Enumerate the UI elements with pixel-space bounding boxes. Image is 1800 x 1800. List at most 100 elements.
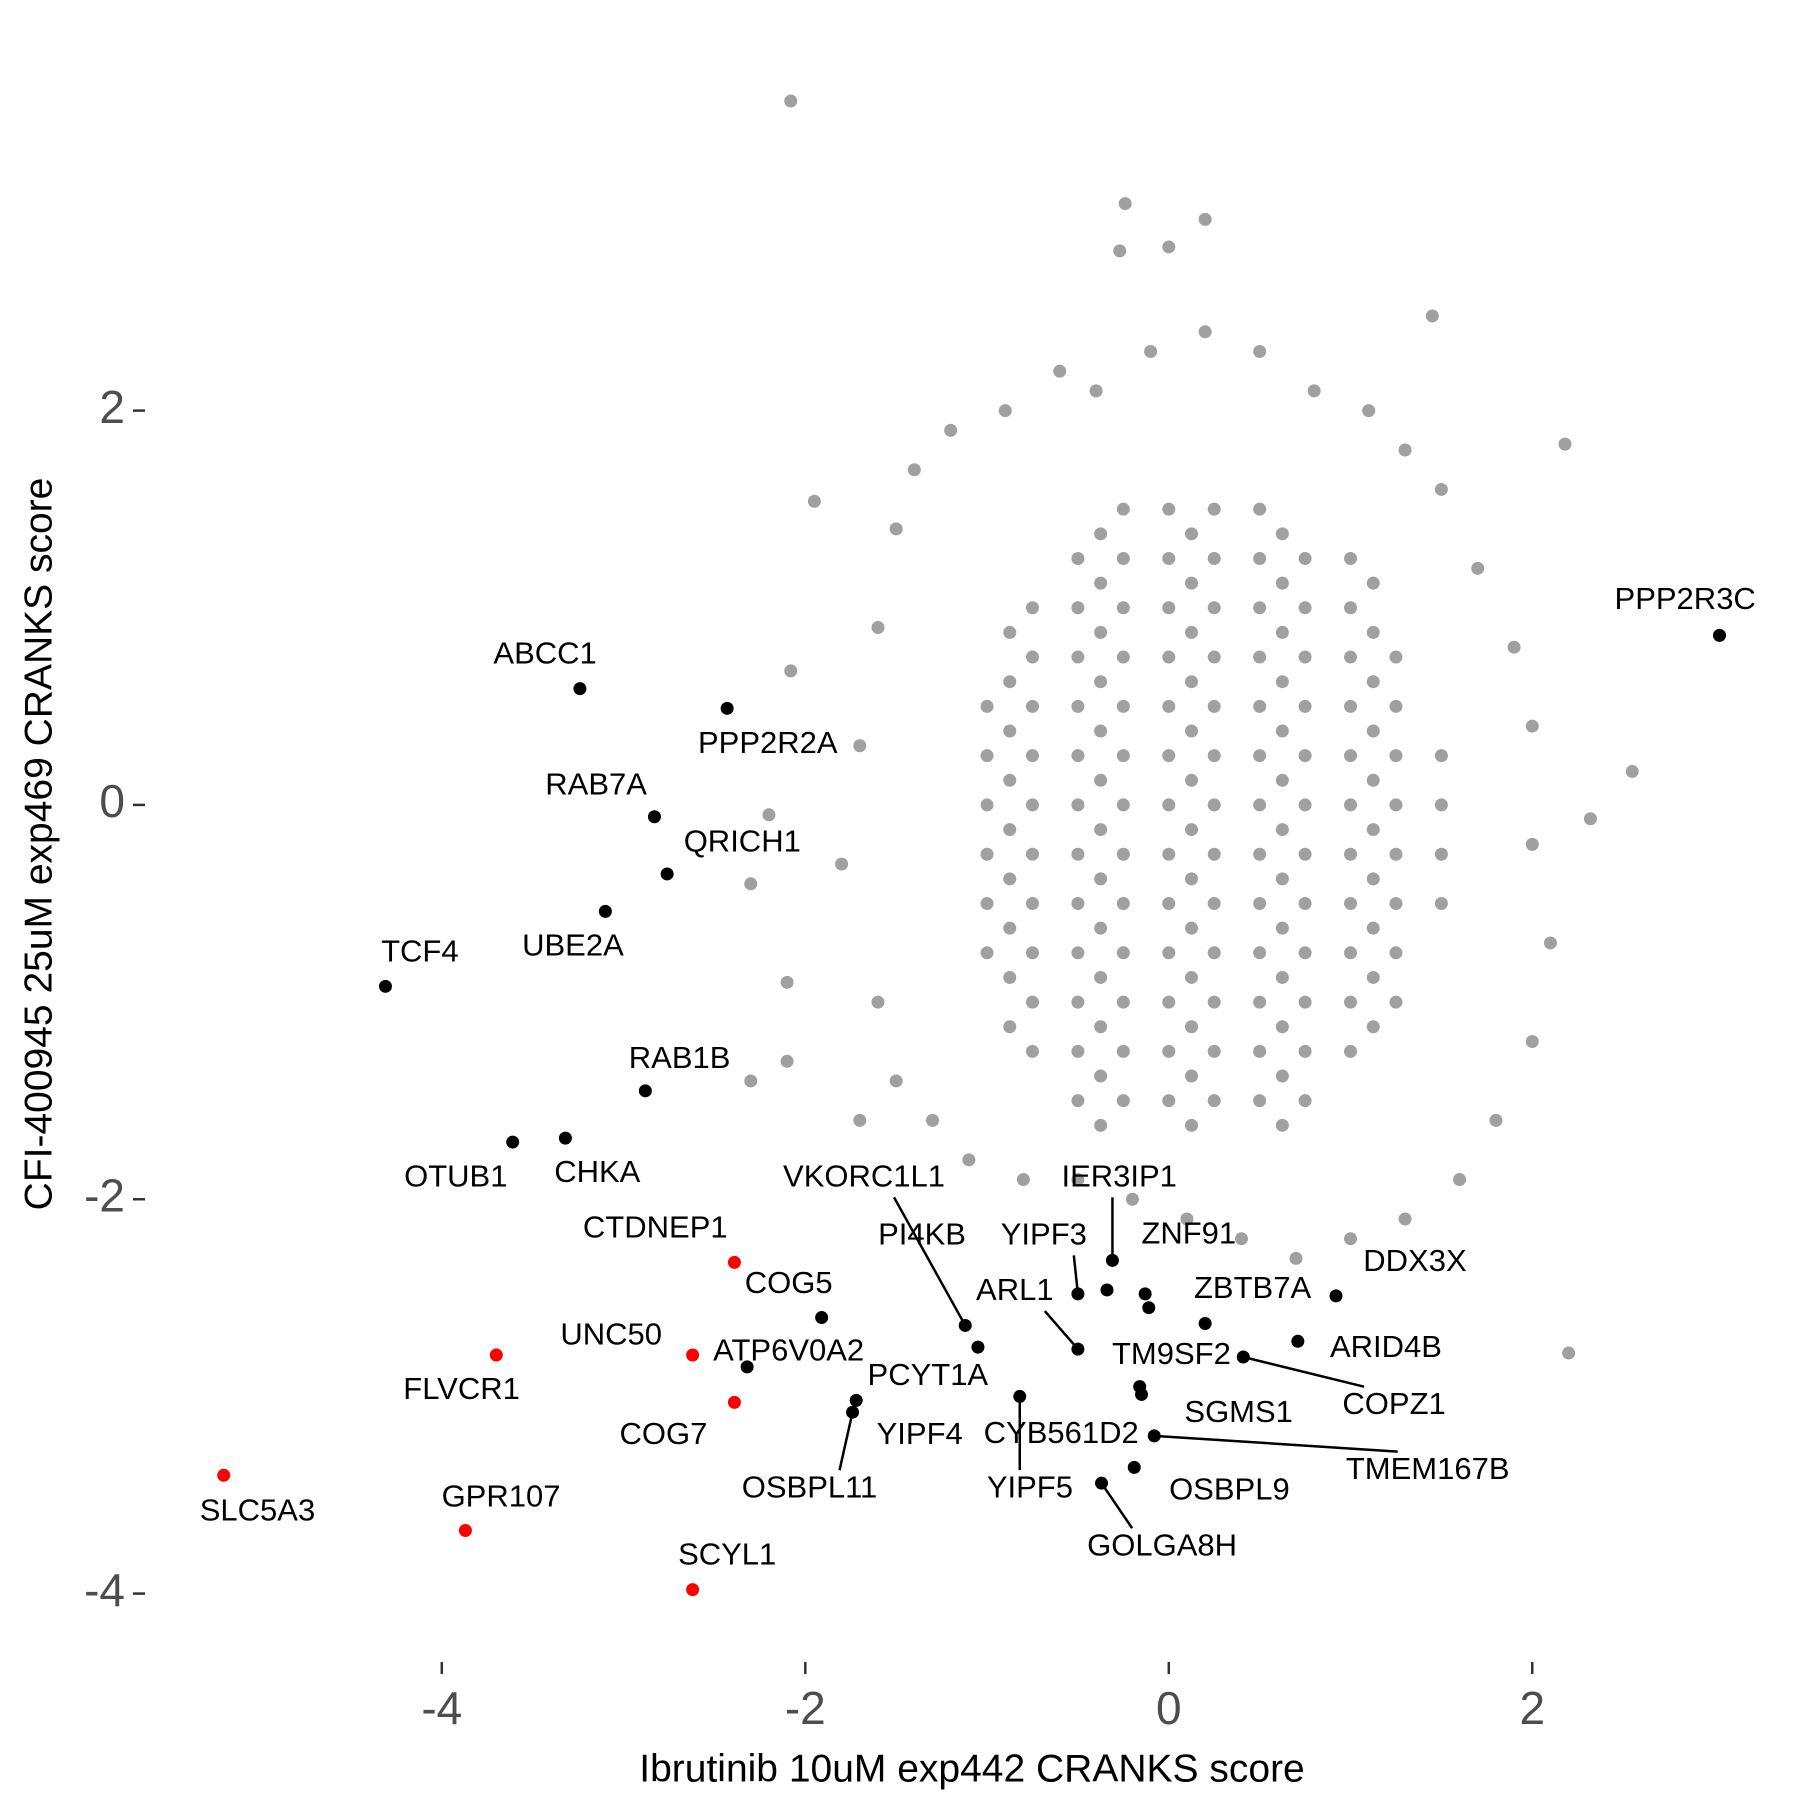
point	[1425, 309, 1439, 323]
point	[871, 995, 885, 1009]
point	[1234, 1232, 1248, 1246]
point	[1525, 719, 1539, 733]
point	[1198, 1316, 1212, 1330]
point	[1275, 773, 1289, 787]
point	[1025, 749, 1039, 763]
point-label: YIPF4	[877, 1416, 963, 1451]
point	[1100, 1283, 1114, 1297]
point	[980, 946, 994, 960]
point	[1198, 212, 1212, 226]
point	[1113, 244, 1127, 258]
point	[1344, 995, 1358, 1009]
point	[926, 1113, 940, 1127]
point	[1253, 502, 1267, 516]
point	[1366, 576, 1380, 590]
point	[1253, 699, 1267, 713]
point	[1389, 995, 1403, 1009]
point	[762, 808, 776, 822]
point-label: TMEM167B	[1346, 1451, 1510, 1486]
point	[1162, 601, 1176, 615]
point	[1583, 812, 1597, 826]
point	[1298, 699, 1312, 713]
point	[638, 1084, 652, 1098]
point	[1275, 1020, 1289, 1034]
point	[1434, 749, 1448, 763]
point-label: PPP2R3C	[1615, 581, 1756, 616]
point	[1071, 1094, 1085, 1108]
point	[1344, 847, 1358, 861]
point	[1162, 1044, 1176, 1058]
point	[1389, 749, 1403, 763]
point	[944, 423, 958, 437]
point	[1298, 601, 1312, 615]
point	[1366, 970, 1380, 984]
point	[1071, 749, 1085, 763]
point	[853, 1113, 867, 1127]
point	[1253, 1094, 1267, 1108]
point	[1094, 1118, 1108, 1132]
point	[780, 1054, 794, 1068]
point	[1162, 551, 1176, 565]
point	[1344, 1044, 1358, 1058]
point	[1185, 823, 1199, 837]
point	[1116, 502, 1130, 516]
point	[1298, 551, 1312, 565]
point	[1116, 946, 1130, 960]
point	[1198, 325, 1212, 339]
point	[1298, 995, 1312, 1009]
y-tick-label: -2	[84, 1169, 125, 1221]
point	[1144, 344, 1158, 358]
point	[1162, 749, 1176, 763]
x-tick-label: -4	[421, 1682, 462, 1734]
point	[1071, 650, 1085, 664]
point	[1116, 749, 1130, 763]
point	[907, 463, 921, 477]
point	[1094, 576, 1108, 590]
point	[1116, 551, 1130, 565]
leader-line	[1154, 1434, 1398, 1453]
point	[1434, 798, 1448, 812]
point	[980, 897, 994, 911]
point-label: RAB7A	[545, 767, 647, 802]
point-label: CTDNEP1	[583, 1210, 728, 1245]
point	[1003, 724, 1017, 738]
point	[506, 1135, 520, 1149]
point	[1253, 551, 1267, 565]
point	[727, 1395, 741, 1409]
point	[1344, 798, 1358, 812]
point	[1207, 502, 1221, 516]
point	[849, 1393, 863, 1407]
point	[784, 664, 798, 678]
point	[647, 810, 661, 824]
point	[971, 1340, 985, 1354]
point	[1207, 847, 1221, 861]
point-label: SCYL1	[678, 1537, 776, 1572]
point	[815, 1311, 829, 1325]
y-tick-label: -4	[84, 1564, 125, 1616]
point-label: ARID4B	[1330, 1329, 1442, 1364]
leader-line	[892, 1196, 967, 1327]
point	[1185, 1020, 1199, 1034]
point	[1344, 946, 1358, 960]
point	[1138, 1287, 1152, 1301]
point	[1142, 1301, 1156, 1315]
point	[1116, 798, 1130, 812]
point	[1434, 482, 1448, 496]
point	[1366, 773, 1380, 787]
point	[1471, 561, 1485, 575]
point	[1253, 897, 1267, 911]
point	[1127, 1460, 1141, 1474]
leader-line	[1043, 1310, 1079, 1350]
point	[1344, 699, 1358, 713]
point	[1071, 601, 1085, 615]
point-label: TM9SF2	[1112, 1336, 1231, 1371]
point	[1507, 640, 1521, 654]
point-label: DDX3X	[1363, 1243, 1467, 1278]
point-label: PPP2R2A	[698, 725, 838, 760]
point	[1207, 1094, 1221, 1108]
point	[1116, 699, 1130, 713]
point	[1275, 576, 1289, 590]
point	[1275, 970, 1289, 984]
point	[686, 1348, 700, 1362]
point	[1275, 675, 1289, 689]
